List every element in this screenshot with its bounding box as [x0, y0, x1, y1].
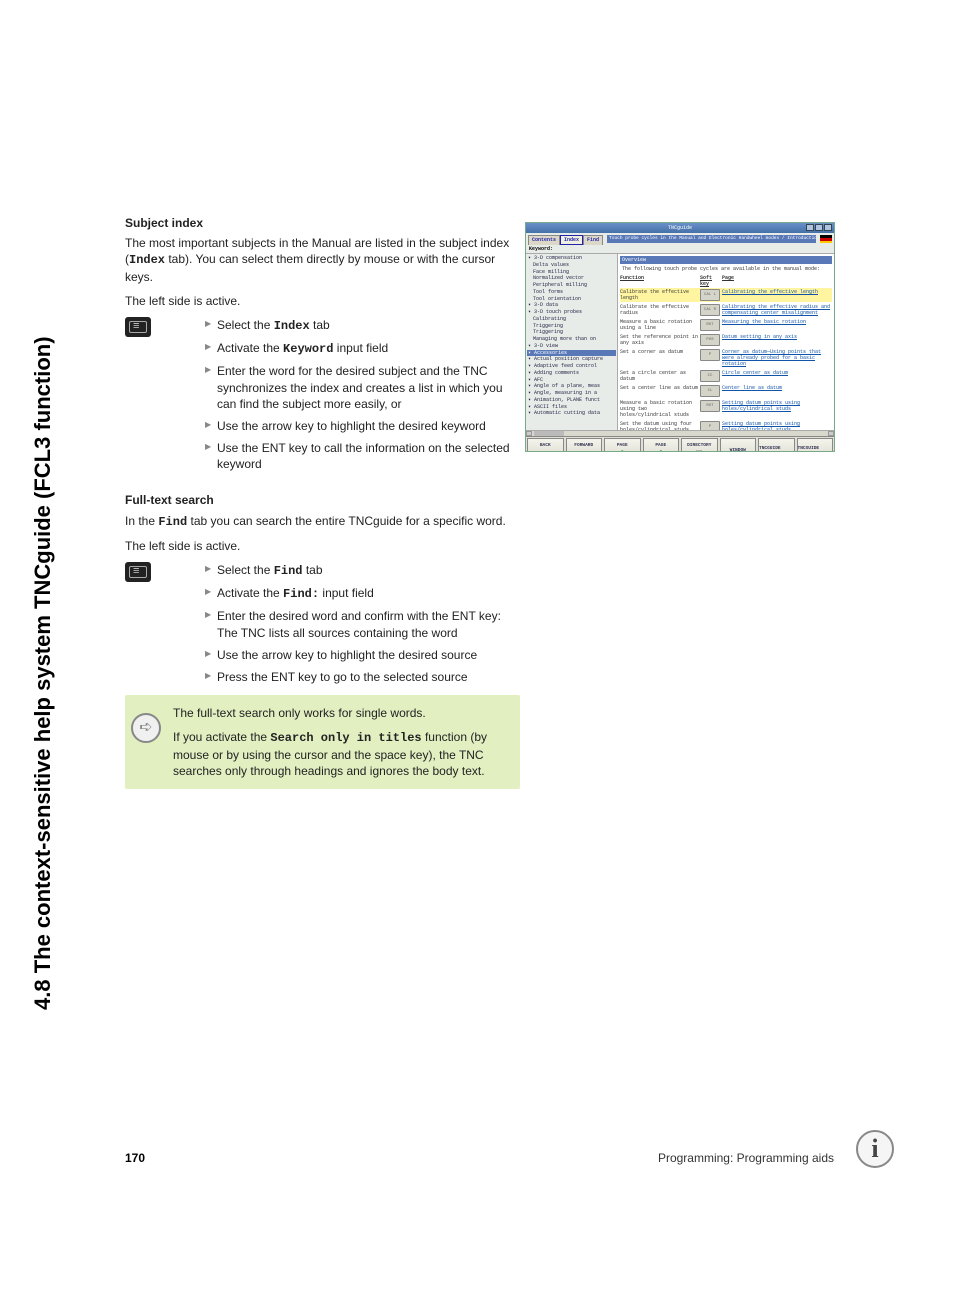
step-item: Select the Find tab [205, 562, 520, 579]
shot-index-item[interactable]: ▾ 3-D data [527, 302, 616, 309]
step-item: Use the arrow key to highlight the desir… [205, 647, 520, 663]
shot-overview: Overview [620, 256, 832, 264]
shot-softkey[interactable]: TNCGUIDE QUIT [758, 438, 795, 452]
info-icon: i [856, 1130, 894, 1168]
shot-index-item[interactable]: ▾ Adding comments [527, 370, 616, 377]
shot-index-item[interactable]: Normalized vector [527, 275, 616, 282]
shot-index-item[interactable]: Triggering [527, 323, 616, 330]
arrow-right-icon: ➪ [131, 713, 161, 743]
shot-table-row[interactable]: Calibrate the effective lengthCAL LCalib… [620, 288, 832, 302]
shot-intro: The following touch probe cycles are ava… [620, 265, 832, 275]
shot-table-row[interactable]: Set a center line as datumCLCenter line … [620, 384, 832, 398]
shot-index-item[interactable]: ▾ Angle, measuring in a [527, 390, 616, 397]
shot-titlebar: TNCguide [526, 223, 834, 233]
shot-index-item[interactable]: Peripheral milling [527, 282, 616, 289]
para-active1: The left side is active. [125, 293, 520, 309]
shot-index-item[interactable]: Tool forms [527, 289, 616, 296]
steps-list-1: Select the Index tab Activate the Keyword… [205, 317, 520, 473]
shot-tab[interactable]: Contents [528, 235, 560, 245]
step-item: Use the arrow key to highlight the desir… [205, 418, 520, 434]
shot-index-item[interactable]: Delta values [527, 262, 616, 269]
screenshot: TNCguide ContentsIndexFind Touch probe c… [525, 222, 835, 452]
shot-index-item[interactable]: Calibrating [527, 316, 616, 323]
para-active2: The left side is active. [125, 538, 520, 554]
page-number: 170 [125, 1151, 145, 1165]
shot-index-item[interactable]: ▾ 3-D touch probes [527, 309, 616, 316]
shot-softkey[interactable]: DIRECTORY▤ [681, 438, 718, 452]
shot-table-row[interactable]: Set a corner as datumPCorner as datum—Us… [620, 348, 832, 368]
shot-index-item[interactable]: ▾ 3-D view [527, 343, 616, 350]
shot-table-row[interactable]: Measure a basic rotation using two holes… [620, 399, 832, 419]
keyboard-icon [125, 562, 151, 582]
shot-index-item[interactable]: ▾ Animation, PLANE funct [527, 397, 616, 404]
note-line1: The full-text search only works for sing… [173, 705, 508, 721]
para-intro1: The most important subjects in the Manua… [125, 235, 520, 285]
shot-index-item[interactable]: ▾ Adaptive feed control [527, 363, 616, 370]
step-item: Use the ENT key to call the information … [205, 440, 520, 472]
shot-index-item[interactable]: Triggering [527, 329, 616, 336]
shot-table-row[interactable]: Set a circle center as datumCCCircle cen… [620, 369, 832, 383]
step-item: Press the ENT key to go to the selected … [205, 669, 520, 685]
step-item: Enter the word for the desired subject a… [205, 363, 520, 412]
shot-index-item[interactable]: Managing more than on [527, 336, 616, 343]
shot-index-item[interactable]: Tool orientation [527, 296, 616, 303]
heading-fulltext: Full-text search [125, 492, 520, 508]
shot-right-pane: Overview The following touch probe cycle… [618, 254, 834, 430]
shot-softkey[interactable]: PAGE⇧ [604, 438, 641, 452]
shot-index-item[interactable]: ▾ 3-D compensation [527, 255, 616, 262]
step-item: Activate the Keyword input field [205, 340, 520, 357]
flag-icon [820, 235, 832, 243]
shot-softkey[interactable]: BACK⇦ [527, 438, 564, 452]
shot-index-item[interactable]: ▾ Automatic cutting data [527, 410, 616, 417]
shot-index-item[interactable]: ▾ Accessories [527, 350, 616, 357]
main-content: Subject index The most important subject… [125, 215, 520, 789]
shot-tabs: ContentsIndexFind [526, 233, 605, 245]
keyboard-icon [125, 317, 151, 337]
para-intro2: In the Find tab you can search the entir… [125, 513, 520, 530]
note-line2: If you activate the Search only in title… [173, 729, 508, 779]
shot-table-row[interactable]: Measure a basic rotation using a lineROT… [620, 318, 832, 332]
shot-softkeys: BACK⇦FORWARD⇨PAGE⇧PAGE⇩DIRECTORY▤WINDOWT… [526, 436, 834, 452]
shot-index-list: ▾ 3-D compensationDelta valuesFace milli… [526, 254, 618, 430]
shot-index-item[interactable]: Face milling [527, 269, 616, 276]
step-item: Select the Index tab [205, 317, 520, 334]
shot-index-item[interactable]: ▾ Actual position capture [527, 356, 616, 363]
step-item: Enter the desired word and confirm with … [205, 608, 520, 640]
shot-index-item[interactable]: ▾ ASCII files [527, 404, 616, 411]
note-box: ➪ The full-text search only works for si… [125, 695, 520, 789]
shot-softkey[interactable]: FORWARD⇨ [566, 438, 603, 452]
shot-softkey[interactable]: PAGE⇩ [643, 438, 680, 452]
shot-tab[interactable]: Index [560, 235, 583, 245]
shot-table-row[interactable]: Set the reference point in any axisPOSDa… [620, 333, 832, 347]
shot-softkey[interactable]: TNCGUIDE EXIT [797, 438, 834, 452]
side-title: 4.8 The context-sensitive help system TN… [30, 336, 56, 1010]
shot-index-item[interactable]: ▾ Angle of a plane, meas [527, 383, 616, 390]
shot-softkey[interactable]: WINDOW [720, 438, 757, 452]
shot-keyword-label: Keyword: [526, 245, 834, 254]
shot-breadcrumb: Touch probe cycles in the Manual and Ele… [607, 235, 816, 243]
step-item: Activate the Find: input field [205, 585, 520, 602]
shot-table-row[interactable]: Set the datum using four holes/cylindric… [620, 420, 832, 430]
heading-subject-index: Subject index [125, 215, 520, 231]
shot-tab[interactable]: Find [583, 235, 603, 245]
shot-table-row[interactable]: Calibrate the effective radiusCAL RCalib… [620, 303, 832, 317]
footer-text: Programming: Programming aids [658, 1151, 834, 1165]
steps-list-2: Select the Find tab Activate the Find: in… [205, 562, 520, 685]
shot-index-item[interactable]: ▾ AFC [527, 377, 616, 384]
